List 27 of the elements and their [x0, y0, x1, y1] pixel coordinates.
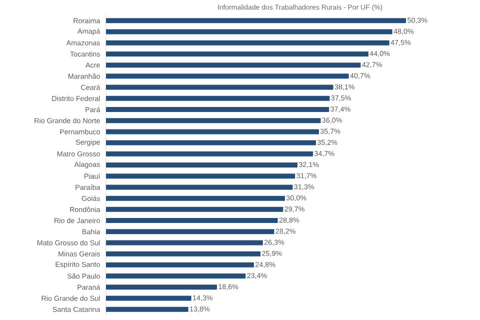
bar [106, 240, 263, 246]
bar [106, 306, 188, 312]
bar [106, 106, 330, 112]
bar [106, 162, 298, 168]
bar [106, 174, 296, 179]
bar [106, 284, 217, 290]
bar [106, 251, 260, 256]
bar [106, 96, 330, 101]
bar [106, 74, 349, 79]
bar [106, 218, 278, 224]
bar [106, 151, 313, 156]
bar [106, 262, 254, 268]
bar [106, 206, 284, 212]
bar [106, 196, 285, 201]
bar [106, 29, 392, 34]
bar [106, 229, 274, 234]
bar [106, 296, 192, 301]
bar [106, 118, 321, 124]
bar [106, 40, 390, 46]
bar [106, 184, 293, 190]
bar [106, 18, 406, 24]
bar [106, 51, 368, 56]
bar [106, 140, 316, 146]
bar [106, 274, 246, 279]
bar [106, 62, 361, 68]
bar [106, 129, 319, 134]
bar [106, 84, 334, 90]
